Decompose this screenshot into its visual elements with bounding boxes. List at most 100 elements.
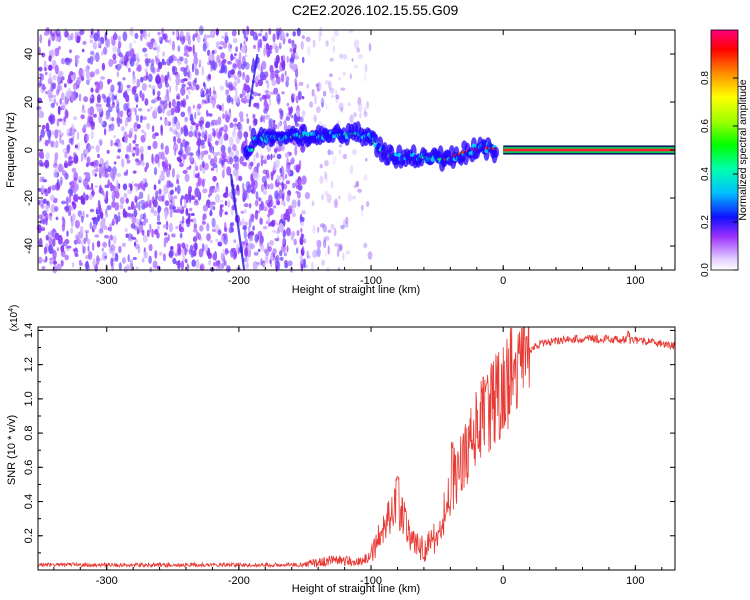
- spectrogram-noise-mark: [160, 126, 163, 136]
- spectrogram-noise-mark: [252, 118, 258, 127]
- spectrogram-noise-mark: [328, 81, 332, 91]
- spectrogram-noise-mark: [213, 129, 216, 138]
- spectrogram-noise-mark: [139, 146, 144, 154]
- spectrogram-noise-mark: [194, 77, 198, 84]
- spectrogram-noise-mark: [108, 115, 112, 122]
- snr-x-tick-label: -200: [228, 575, 250, 587]
- spectrogram-noise-mark: [206, 109, 209, 117]
- spectrogram-noise-mark: [185, 94, 189, 100]
- spectrogram-noise-mark: [59, 135, 62, 144]
- spectrogram-noise-mark: [142, 47, 148, 53]
- spectrogram-noise-mark: [83, 156, 88, 160]
- spectrogram-noise-mark: [45, 234, 49, 241]
- spectrogram-noise-mark: [100, 219, 105, 230]
- spectrogram-noise-mark: [287, 260, 293, 267]
- spectrogram-noise-mark: [286, 162, 292, 166]
- spectrogram-noise-mark: [179, 226, 185, 233]
- snr-y-tick-label: 0.2: [23, 528, 35, 543]
- spectrogram-noise-mark: [235, 88, 238, 97]
- spectrogram-noise-mark: [221, 248, 226, 255]
- spectrogram-noise-mark: [301, 110, 306, 117]
- spectrogram-noise-mark: [111, 221, 115, 226]
- spectrogram-noise-mark: [274, 148, 278, 153]
- spectrogram-noise-mark: [207, 200, 210, 205]
- spectrogram-noise-mark: [160, 116, 163, 121]
- spectrogram-noise-mark: [111, 93, 115, 103]
- spectrogram-noise-mark: [291, 199, 297, 209]
- spectrogram-x-tick-label: 100: [626, 275, 644, 287]
- spectrogram-noise-mark: [162, 100, 168, 110]
- spectrogram-noise-mark: [201, 131, 206, 139]
- spectrogram-noise-mark: [47, 129, 52, 139]
- snr-scale-prefix: (x10: [9, 311, 20, 331]
- spectrogram-noise-mark: [39, 78, 42, 87]
- spectrogram-noise-mark: [151, 85, 156, 91]
- spectrogram-noise-mark: [117, 123, 120, 127]
- spectrogram-noise-mark: [240, 210, 244, 214]
- spectrogram-noise-mark: [205, 123, 208, 129]
- spectrogram-noise-mark: [86, 133, 89, 142]
- spectrogram-noise-mark: [212, 252, 217, 261]
- spectrogram-noise-mark: [226, 94, 232, 104]
- spectrogram-noise-mark: [65, 205, 70, 212]
- spectrogram-noise-mark: [38, 237, 43, 247]
- spectrogram-noise-mark: [197, 103, 202, 110]
- spectrogram-noise-mark: [89, 106, 95, 116]
- spectrogram-noise-mark: [151, 228, 154, 238]
- spectrogram-noise-mark: [253, 91, 258, 97]
- spectrogram-noise-mark: [239, 93, 243, 99]
- spectrogram-noise-mark: [196, 140, 200, 146]
- spectrogram-noise-mark: [207, 133, 213, 143]
- spectrogram-noise-mark: [355, 180, 360, 188]
- spectrogram-noise-mark: [122, 183, 128, 191]
- spectrogram-noise-mark: [327, 229, 332, 233]
- spectrogram-noise-mark: [182, 78, 188, 82]
- spectrogram-noise-mark: [321, 194, 324, 201]
- spectrogram-noise-mark: [235, 136, 240, 145]
- spectrogram-noise-mark: [52, 260, 58, 265]
- spectrogram-noise-mark: [364, 107, 367, 115]
- spectrogram-noise-mark: [89, 186, 93, 191]
- spectrogram-noise-mark: [190, 212, 195, 217]
- spectrogram-noise-mark: [157, 90, 161, 97]
- spectrogram-noise-mark: [227, 48, 232, 53]
- spectrogram-noise-mark: [98, 228, 104, 235]
- spectrogram-noise-mark: [329, 73, 333, 77]
- spectrogram-noise-mark: [104, 173, 109, 178]
- spectrogram-noise-mark: [168, 222, 173, 233]
- spectrogram-noise-mark: [190, 125, 193, 132]
- spectrogram-noise-mark: [124, 228, 128, 233]
- spectrogram-noise-mark: [138, 108, 143, 112]
- spectrogram-noise-mark: [58, 163, 63, 173]
- spectrogram-noise-mark: [123, 192, 128, 199]
- spectrogram-noise-mark: [207, 252, 212, 260]
- spectrogram-noise-mark: [129, 183, 133, 192]
- spectrogram-noise-mark: [73, 194, 78, 202]
- spectrogram-noise-mark: [297, 199, 301, 208]
- spectrogram-noise-mark: [185, 145, 191, 153]
- spectrogram-noise-mark: [36, 225, 41, 231]
- spectrogram-noise-mark: [217, 263, 223, 271]
- spectrogram-noise-mark: [48, 55, 52, 62]
- spectrogram-noise-mark: [69, 127, 73, 133]
- spectrogram-noise-mark: [51, 114, 55, 124]
- spectrogram-noise-mark: [192, 44, 195, 54]
- spectrogram-noise-mark: [181, 83, 186, 88]
- spectrogram-noise-mark: [345, 250, 351, 255]
- spectrogram-noise-mark: [254, 210, 259, 220]
- spectrogram-noise-mark: [76, 142, 81, 151]
- spectrogram-noise-mark: [263, 71, 269, 78]
- spectrogram-noise-mark: [85, 231, 88, 242]
- spectrogram-noise-mark: [81, 238, 84, 249]
- spectrogram-noise-mark: [117, 41, 122, 49]
- spectrogram-noise-mark: [182, 169, 188, 174]
- spectrogram-noise-mark: [61, 166, 64, 175]
- spectrogram-noise-mark: [324, 160, 329, 167]
- spectrogram-noise-mark: [224, 200, 228, 206]
- spectrogram-noise-mark: [286, 32, 289, 37]
- snr-y-tick-label: 0.6: [23, 460, 35, 475]
- spectrogram-noise-mark: [121, 257, 126, 264]
- spectrogram-noise-mark: [285, 76, 290, 82]
- spectrogram-noise-mark: [155, 190, 159, 199]
- spectrogram-noise-mark: [61, 92, 65, 101]
